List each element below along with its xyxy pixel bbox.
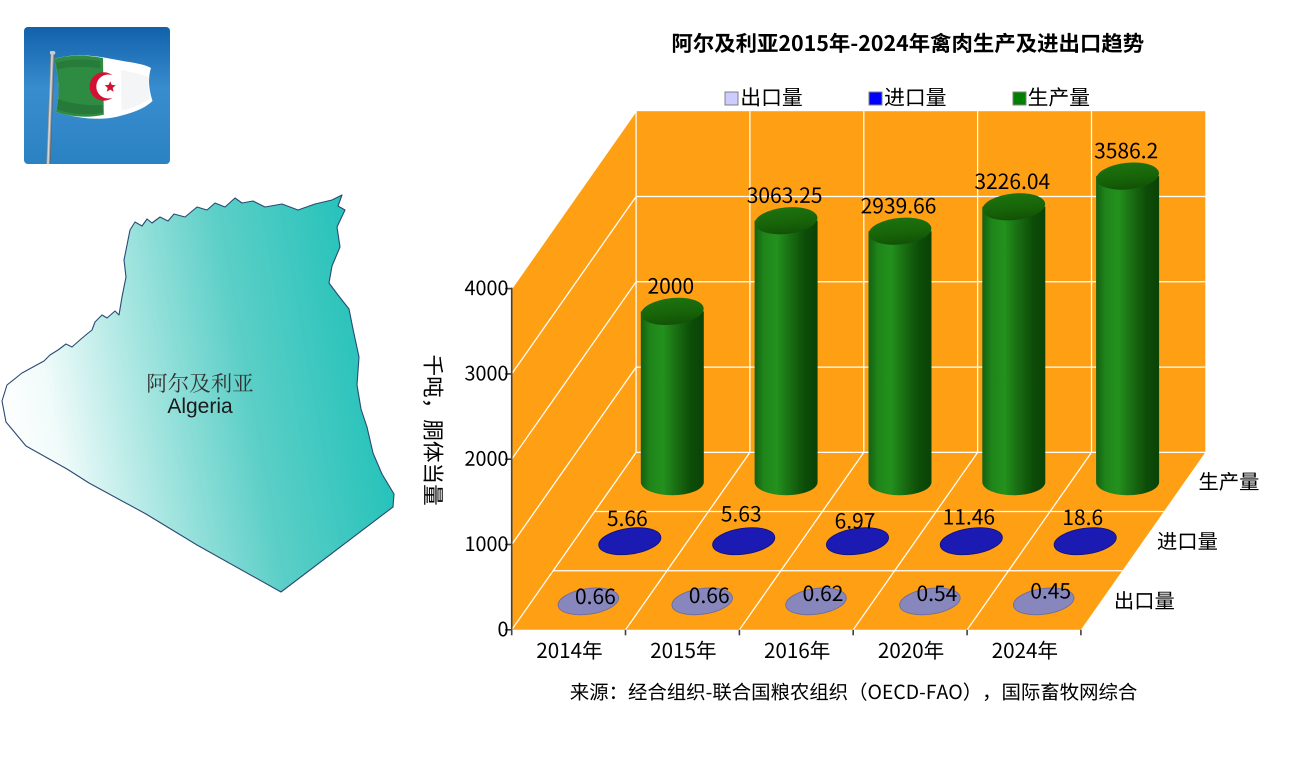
svg-text:Algeria: Algeria (167, 395, 233, 418)
